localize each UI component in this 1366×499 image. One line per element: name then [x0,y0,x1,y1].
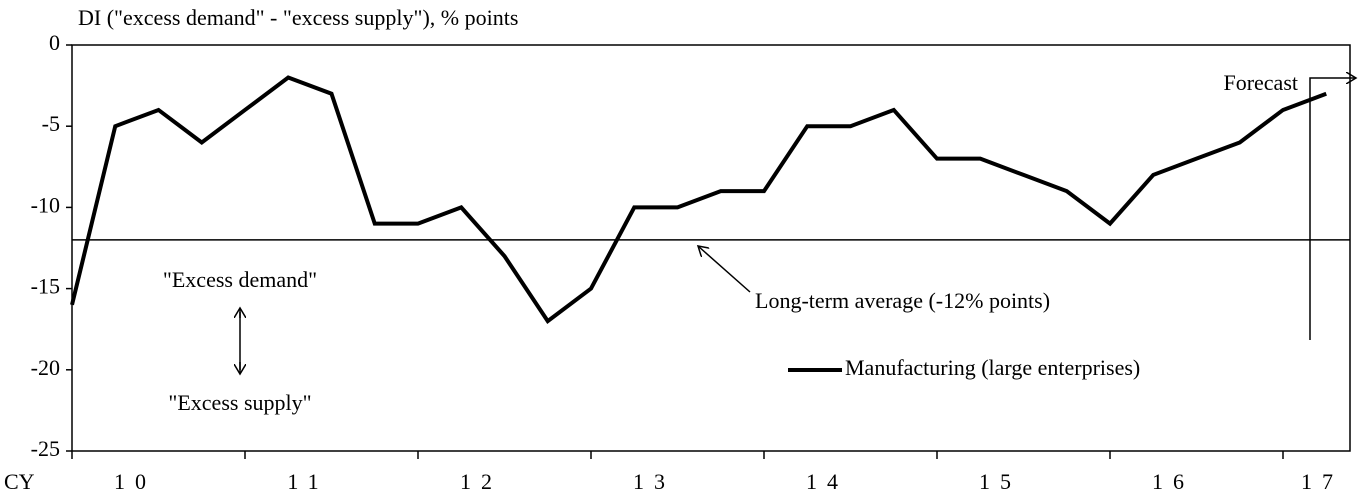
x-year-label: 15 [979,469,1021,494]
plot-frame [71,44,1351,452]
average-label: Long-term average (-12% points) [755,288,1050,313]
y-tick-label: -20 [31,355,60,380]
x-year-label: 10 [114,469,156,494]
y-tick-label: 0 [49,30,60,55]
forecast-label: Forecast [1223,70,1298,95]
y-tick-label: -10 [31,192,60,217]
demand-note: "Excess demand" [163,267,317,292]
forecast-bracket [1309,78,1356,340]
x-year-label: 16 [1152,469,1194,494]
y-tick-label: -15 [31,274,60,299]
y-axis-label: DI ("excess demand" - "excess supply"), … [78,5,518,30]
series-line [70,75,1327,324]
x-prefix: CY [4,469,35,494]
x-year-label: 13 [633,469,675,494]
average-arrow [698,246,751,293]
y-tick-label: -5 [42,111,60,136]
x-year-label: 17 [1301,469,1343,494]
supply-note: "Excess supply" [168,390,311,415]
y-tick-label: -25 [31,436,60,461]
x-year-label: 14 [806,469,848,494]
x-year-label: 12 [460,469,502,494]
x-year-label: 11 [287,469,328,494]
legend-label: Manufacturing (large enterprises) [845,355,1140,380]
